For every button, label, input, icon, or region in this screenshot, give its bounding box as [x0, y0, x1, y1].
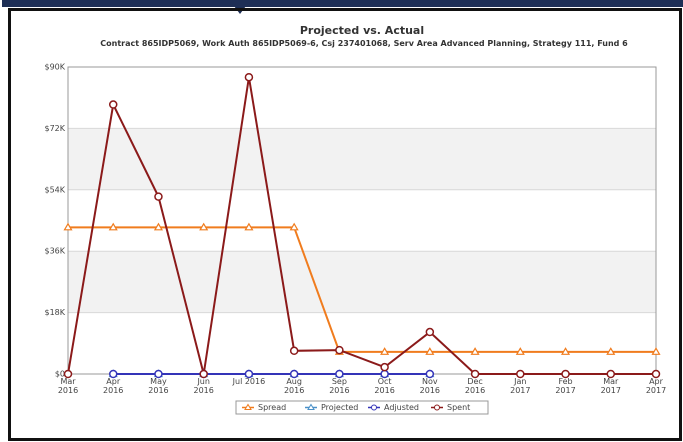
point	[560, 347, 571, 355]
x-tick-label: Jan 2017	[510, 377, 531, 395]
legend-label: Adjusted	[384, 403, 419, 412]
y-tick-label: $72K	[44, 124, 65, 133]
legend-marker	[307, 403, 315, 410]
point	[516, 369, 525, 379]
point	[108, 100, 118, 109]
x-tick-label: Apr 2016	[103, 377, 124, 395]
grid-band	[68, 128, 656, 190]
point	[154, 369, 163, 379]
point	[425, 369, 435, 379]
top-bar	[2, 0, 683, 7]
x-tick-label: Dec 2016	[464, 377, 486, 395]
chart-subtitle: Contract 865IDP5069, Work Auth 865IDP506…	[100, 39, 628, 48]
frame	[8, 8, 682, 441]
point	[335, 369, 344, 379]
point	[199, 369, 208, 379]
point	[244, 222, 254, 231]
legend-marker	[371, 404, 377, 411]
y-tick-label: $18K	[44, 308, 65, 317]
point	[561, 369, 570, 379]
x-tick-label: Sep 2016	[329, 377, 350, 395]
point	[606, 347, 616, 355]
legend-label: Spent	[447, 403, 470, 412]
point	[289, 346, 299, 356]
point	[289, 222, 299, 231]
legend-label: Spread	[258, 403, 286, 412]
y-tick-label: $90K	[44, 63, 65, 72]
x-tick-label: Jun 2016	[193, 377, 214, 395]
point	[651, 369, 661, 379]
point	[244, 72, 254, 82]
x-tick-label: Apr 2017	[645, 377, 667, 395]
point	[63, 222, 73, 231]
point	[289, 369, 299, 379]
chart-title: Projected vs. Actual	[300, 24, 424, 37]
point	[153, 222, 164, 231]
point	[380, 362, 389, 372]
grid-band	[68, 251, 656, 313]
point	[244, 369, 254, 379]
legend-marker	[244, 403, 252, 410]
point	[470, 347, 480, 355]
legend-box	[235, 400, 489, 415]
point	[63, 369, 73, 379]
point	[380, 347, 390, 355]
point	[651, 347, 661, 355]
point	[425, 327, 435, 337]
point	[108, 222, 118, 231]
x-tick-label: Feb 2017	[555, 377, 576, 395]
point	[606, 369, 616, 379]
legend-label: Projected	[321, 403, 358, 412]
point	[108, 369, 118, 379]
y-tick-label: $0	[55, 370, 65, 379]
series-line	[67, 77, 656, 375]
x-tick-label: Aug 2016	[283, 377, 305, 395]
x-tick-label: May 2016	[148, 377, 169, 395]
x-tick-label: Mar 2016	[57, 377, 79, 395]
x-tick-label: Oct 2016	[374, 377, 395, 395]
point	[154, 192, 163, 201]
point	[335, 345, 344, 355]
point	[515, 347, 525, 355]
y-tick-label: $54K	[44, 185, 65, 194]
y-tick-label: $36K	[44, 247, 65, 256]
point	[425, 347, 435, 355]
x-tick-label: Mar 2017	[600, 377, 621, 395]
x-tick-label: Jul 2016	[232, 377, 266, 386]
point	[199, 222, 209, 231]
x-tick-label: Nov 2016	[419, 377, 441, 395]
legend-marker	[434, 404, 440, 411]
point	[470, 369, 480, 379]
